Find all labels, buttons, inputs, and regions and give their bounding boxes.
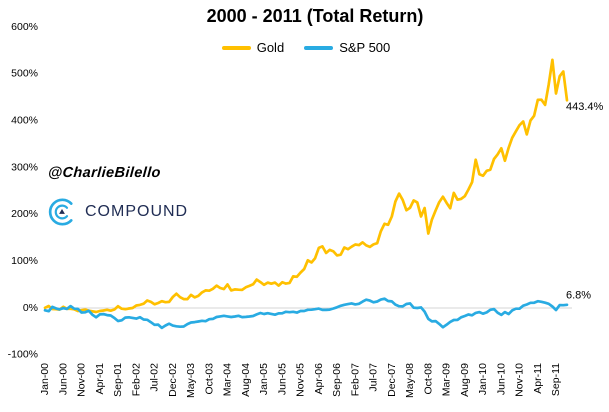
chart-title: 2000 - 2011 (Total Return) (206, 6, 424, 26)
watermark-brand-label: COMPOUND (85, 203, 189, 220)
x-tick-label: Aug-04 (240, 363, 252, 397)
legend-label-gold: Gold (256, 40, 285, 55)
legend-label-sp500: S&P 500 (339, 40, 391, 55)
x-tick-label: Apr-01 (94, 363, 106, 395)
y-tick-label: 500% (11, 68, 38, 80)
x-tick-label: Sep-01 (112, 363, 124, 397)
x-tick-label: May-03 (185, 363, 197, 398)
y-tick-label: 0% (23, 302, 38, 314)
x-tick-label: Jun-00 (57, 363, 69, 395)
x-tick-label: Jan-10 (477, 363, 489, 395)
watermark-logo: COMPOUND (46, 196, 188, 228)
x-tick-label: Mar-04 (222, 363, 234, 396)
gold-line (43, 58, 569, 314)
y-tick-label: -100% (8, 349, 38, 361)
y-tick-label: 300% (11, 161, 38, 173)
x-tick-label: Mar-09 (441, 363, 453, 396)
y-tick-label: 400% (11, 114, 38, 126)
legend-item-gold: Gold (221, 40, 285, 55)
x-tick-label: Dec-02 (167, 363, 179, 397)
x-tick-label: Sep-06 (331, 363, 343, 397)
x-tick-label: Jun-05 (276, 363, 288, 395)
x-tick-label: Jan-05 (258, 363, 270, 395)
x-tick-label: May-08 (404, 363, 416, 398)
x-tick-label: Jun-10 (495, 363, 507, 395)
x-tick-label: Dec-07 (386, 363, 398, 397)
y-tick-label: 600% (11, 21, 38, 33)
x-tick-label: Nov-10 (514, 363, 526, 397)
x-tick-label: Sep-11 (550, 363, 562, 396)
x-tick-label: Nov-05 (295, 363, 307, 397)
gold-end-annotation: 443.4% (566, 101, 604, 113)
x-tick-label: Feb-07 (349, 363, 361, 396)
x-tick-label: Nov-00 (76, 363, 88, 397)
x-tick-label: Jul-02 (149, 363, 161, 392)
gold-line-swatch (221, 45, 251, 50)
sp500-line (43, 297, 569, 330)
x-tick-label: Jul-07 (368, 363, 380, 392)
sp500-line-swatch (304, 45, 334, 50)
y-tick-label: 100% (11, 255, 38, 267)
x-tick-label: Apr-11 (532, 363, 544, 394)
legend-item-sp500: S&P 500 (304, 40, 390, 55)
x-tick-label: Oct-08 (422, 363, 434, 395)
x-tick-label: Jan-00 (39, 363, 51, 395)
compound-logo-icon (48, 198, 73, 226)
y-tick-label: 200% (11, 208, 38, 220)
x-tick-label: Apr-06 (313, 363, 325, 395)
x-tick-label: Oct-03 (203, 363, 215, 395)
x-tick-label: Feb-02 (130, 363, 142, 396)
sp500-end-annotation: 6.8% (566, 290, 591, 302)
legend: Gold S&P 500 (45, 40, 567, 55)
x-tick-label: Aug-09 (459, 363, 471, 397)
